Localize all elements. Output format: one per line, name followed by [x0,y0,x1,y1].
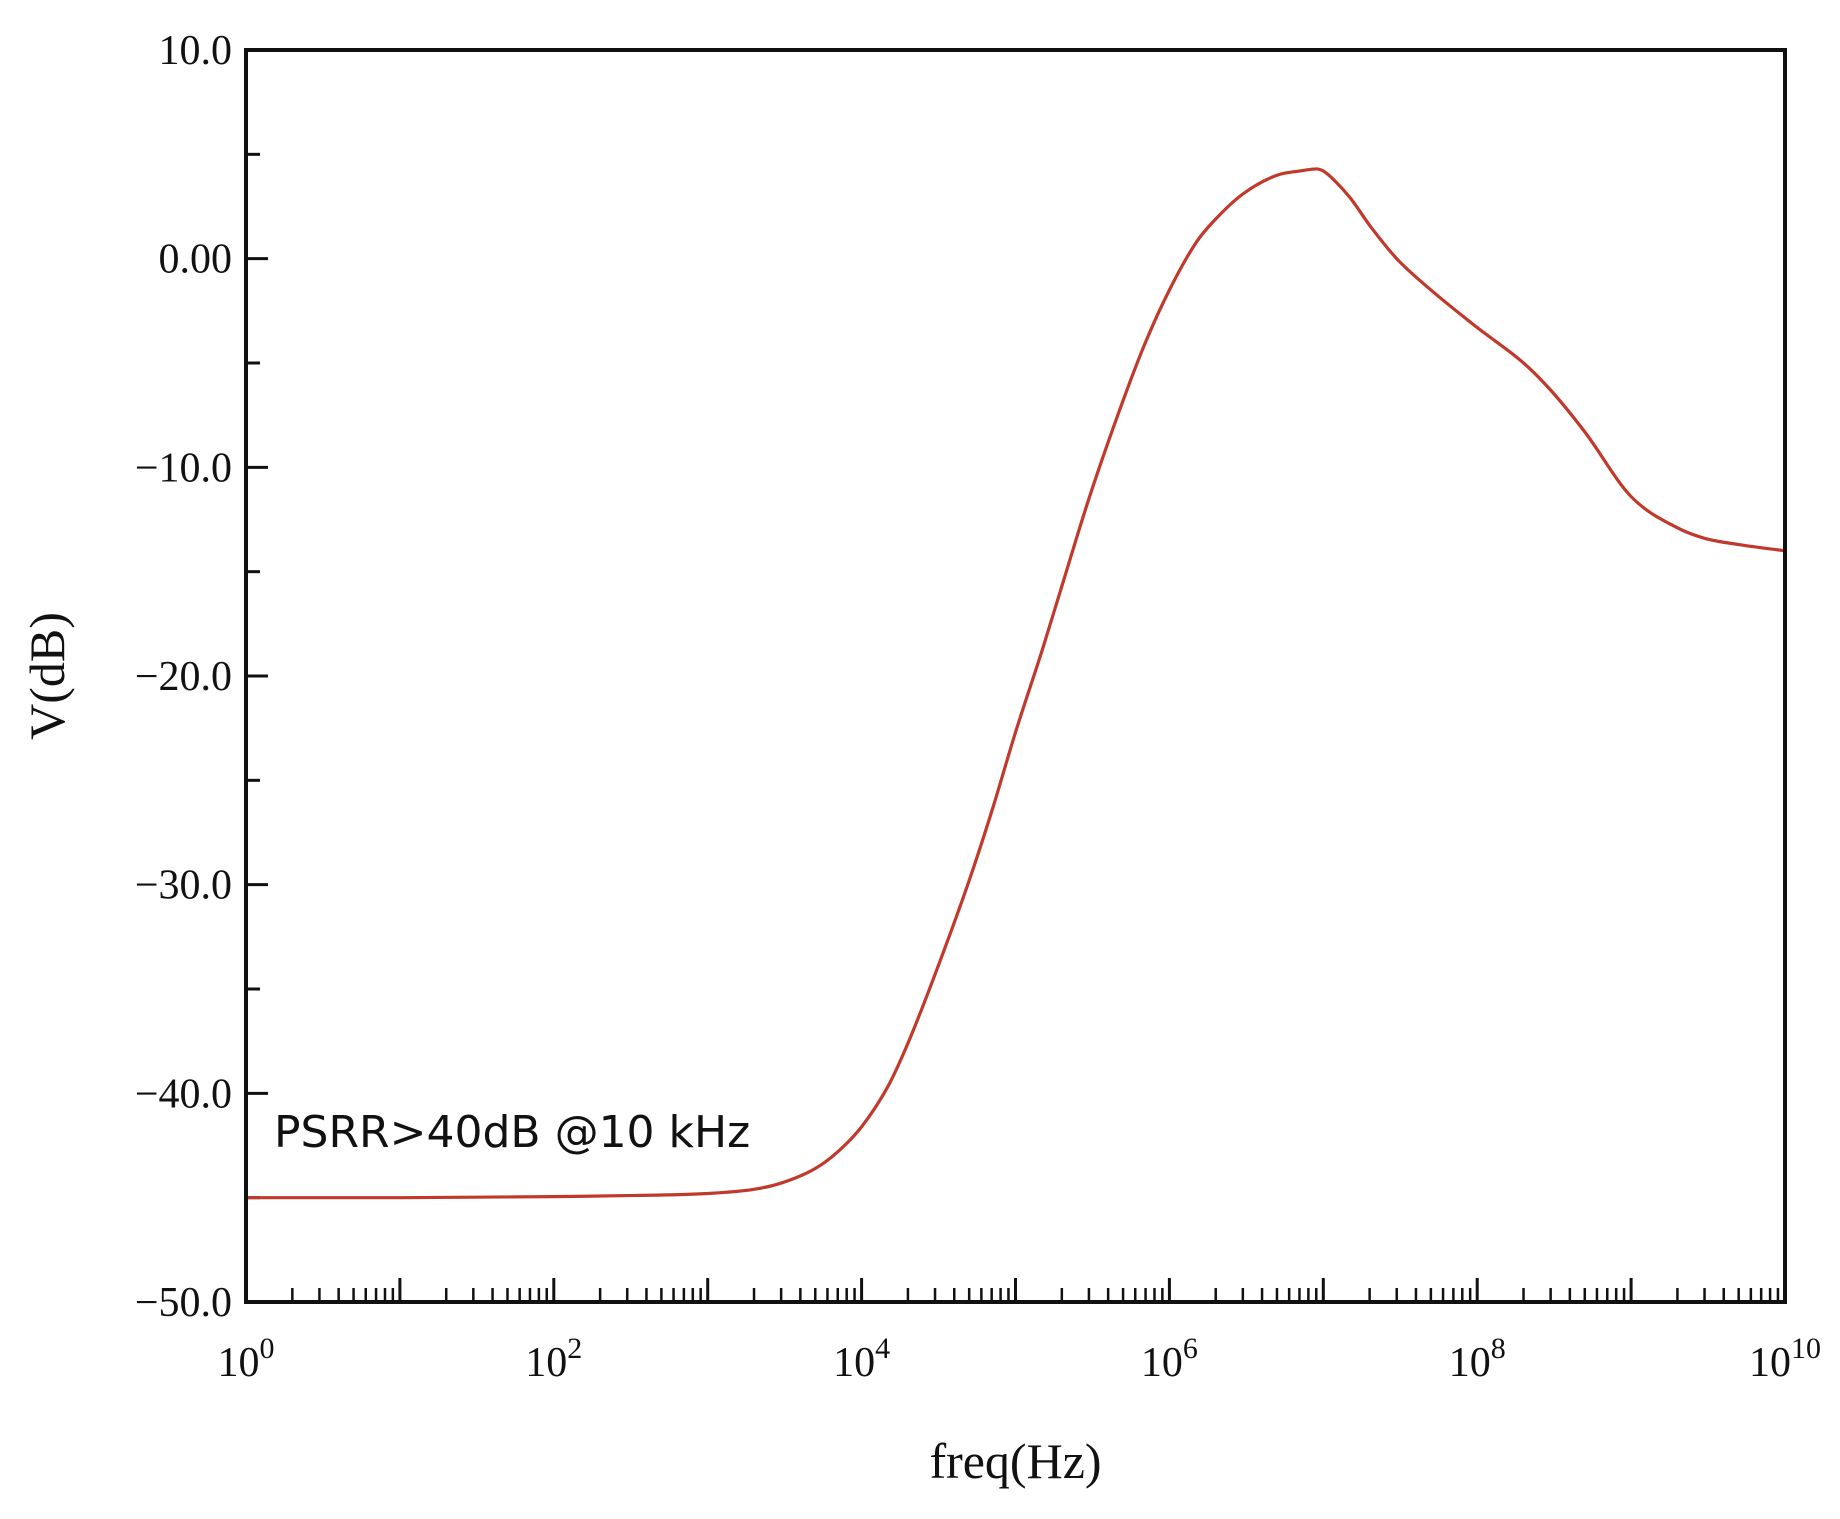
y-tick-label: 0.00 [159,237,233,283]
x-tick-label: 1010 [1749,1332,1821,1386]
y-tick-label: −40.0 [135,1071,232,1117]
tick-labels: 100 102 104 106 108 1010 10.0 0.00 −10.0 −20.0 −30… [135,28,1821,1386]
y-tick-label: 10.0 [159,28,233,74]
minor-ticks [246,152,1780,1302]
x-tick-label: 106 [1141,1332,1198,1386]
y-tick-label: −20.0 [135,654,232,700]
y-tick-label: −10.0 [135,445,232,491]
y-tick-label: −50.0 [135,1280,232,1326]
x-axis-title: freq(Hz) [929,1433,1101,1489]
series-line [246,167,1786,1200]
psrr-annotation: PSRR>40dB @10 kHz [274,1107,750,1158]
x-tick-label: 100 [218,1332,275,1386]
x-tick-label: 104 [833,1332,890,1386]
x-tick-label: 102 [525,1332,582,1386]
x-tick-label: 108 [1449,1332,1506,1386]
y-axis-title: V(dB) [19,612,75,740]
y-tick-label: −30.0 [135,863,232,909]
plot-frame [244,48,1787,1304]
